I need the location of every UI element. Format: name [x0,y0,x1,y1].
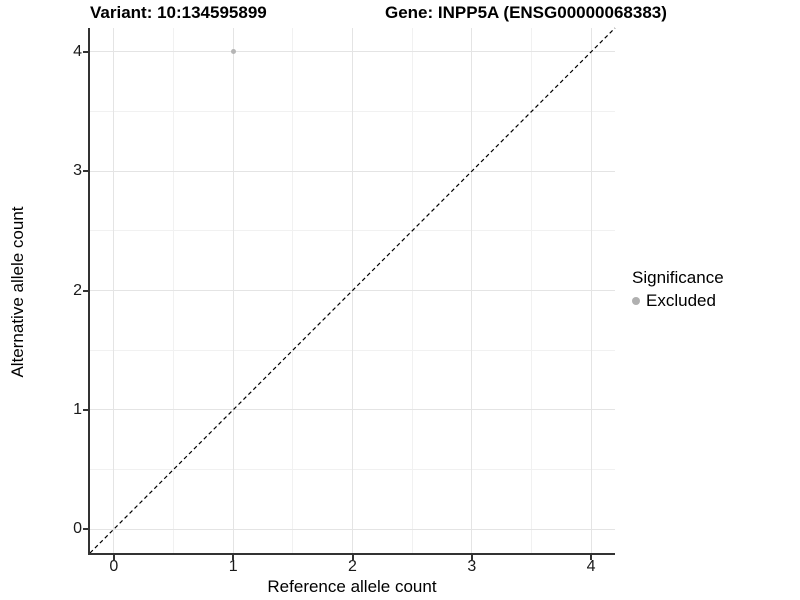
y-axis-tick [83,408,88,411]
y-axis-tick [83,50,88,53]
y-tick-label: 4 [73,42,82,60]
gridline-major-horizontal [90,51,615,53]
x-axis-line [88,553,615,555]
identity-dashed-line [89,27,616,554]
y-tick-label: 1 [73,400,82,418]
plot-title-variant: Variant: 10:134595899 [90,3,267,22]
x-axis-tick [590,555,593,560]
gridline-major-horizontal [90,528,615,530]
gridline-major-horizontal [90,170,615,172]
y-tick-label: 3 [73,162,82,180]
legend: Significance Excluded [632,268,724,311]
x-tick-label: 2 [348,558,357,575]
legend-item-label: Excluded [646,291,716,310]
plot-panel [89,27,616,554]
y-axis-line [88,28,90,555]
x-axis-tick [232,555,235,560]
x-tick-label: 1 [228,558,238,575]
legend-item-excluded: Excluded [632,291,724,311]
data-point [230,49,236,55]
legend-point-icon [632,297,640,305]
plot-title-gene: Gene: INPP5A (ENSG00000068383) [385,3,667,22]
x-tick-label: 3 [467,558,477,575]
x-axis-tick [470,555,473,560]
x-tick-label: 0 [109,558,119,575]
x-axis-title: Reference allele count [267,577,437,596]
x-axis-tick [112,555,115,560]
y-axis-tick [83,289,88,292]
y-axis-title: Alternative allele count [8,206,27,378]
y-tick-label: 0 [73,520,82,538]
y-axis-tick [83,170,88,173]
legend-title: Significance [632,268,724,287]
x-axis-tick [351,555,354,560]
x-tick-label: 4 [586,558,596,575]
y-tick-label: 2 [73,281,82,299]
y-axis-tick [83,528,88,531]
gridline-major-horizontal [90,409,615,411]
